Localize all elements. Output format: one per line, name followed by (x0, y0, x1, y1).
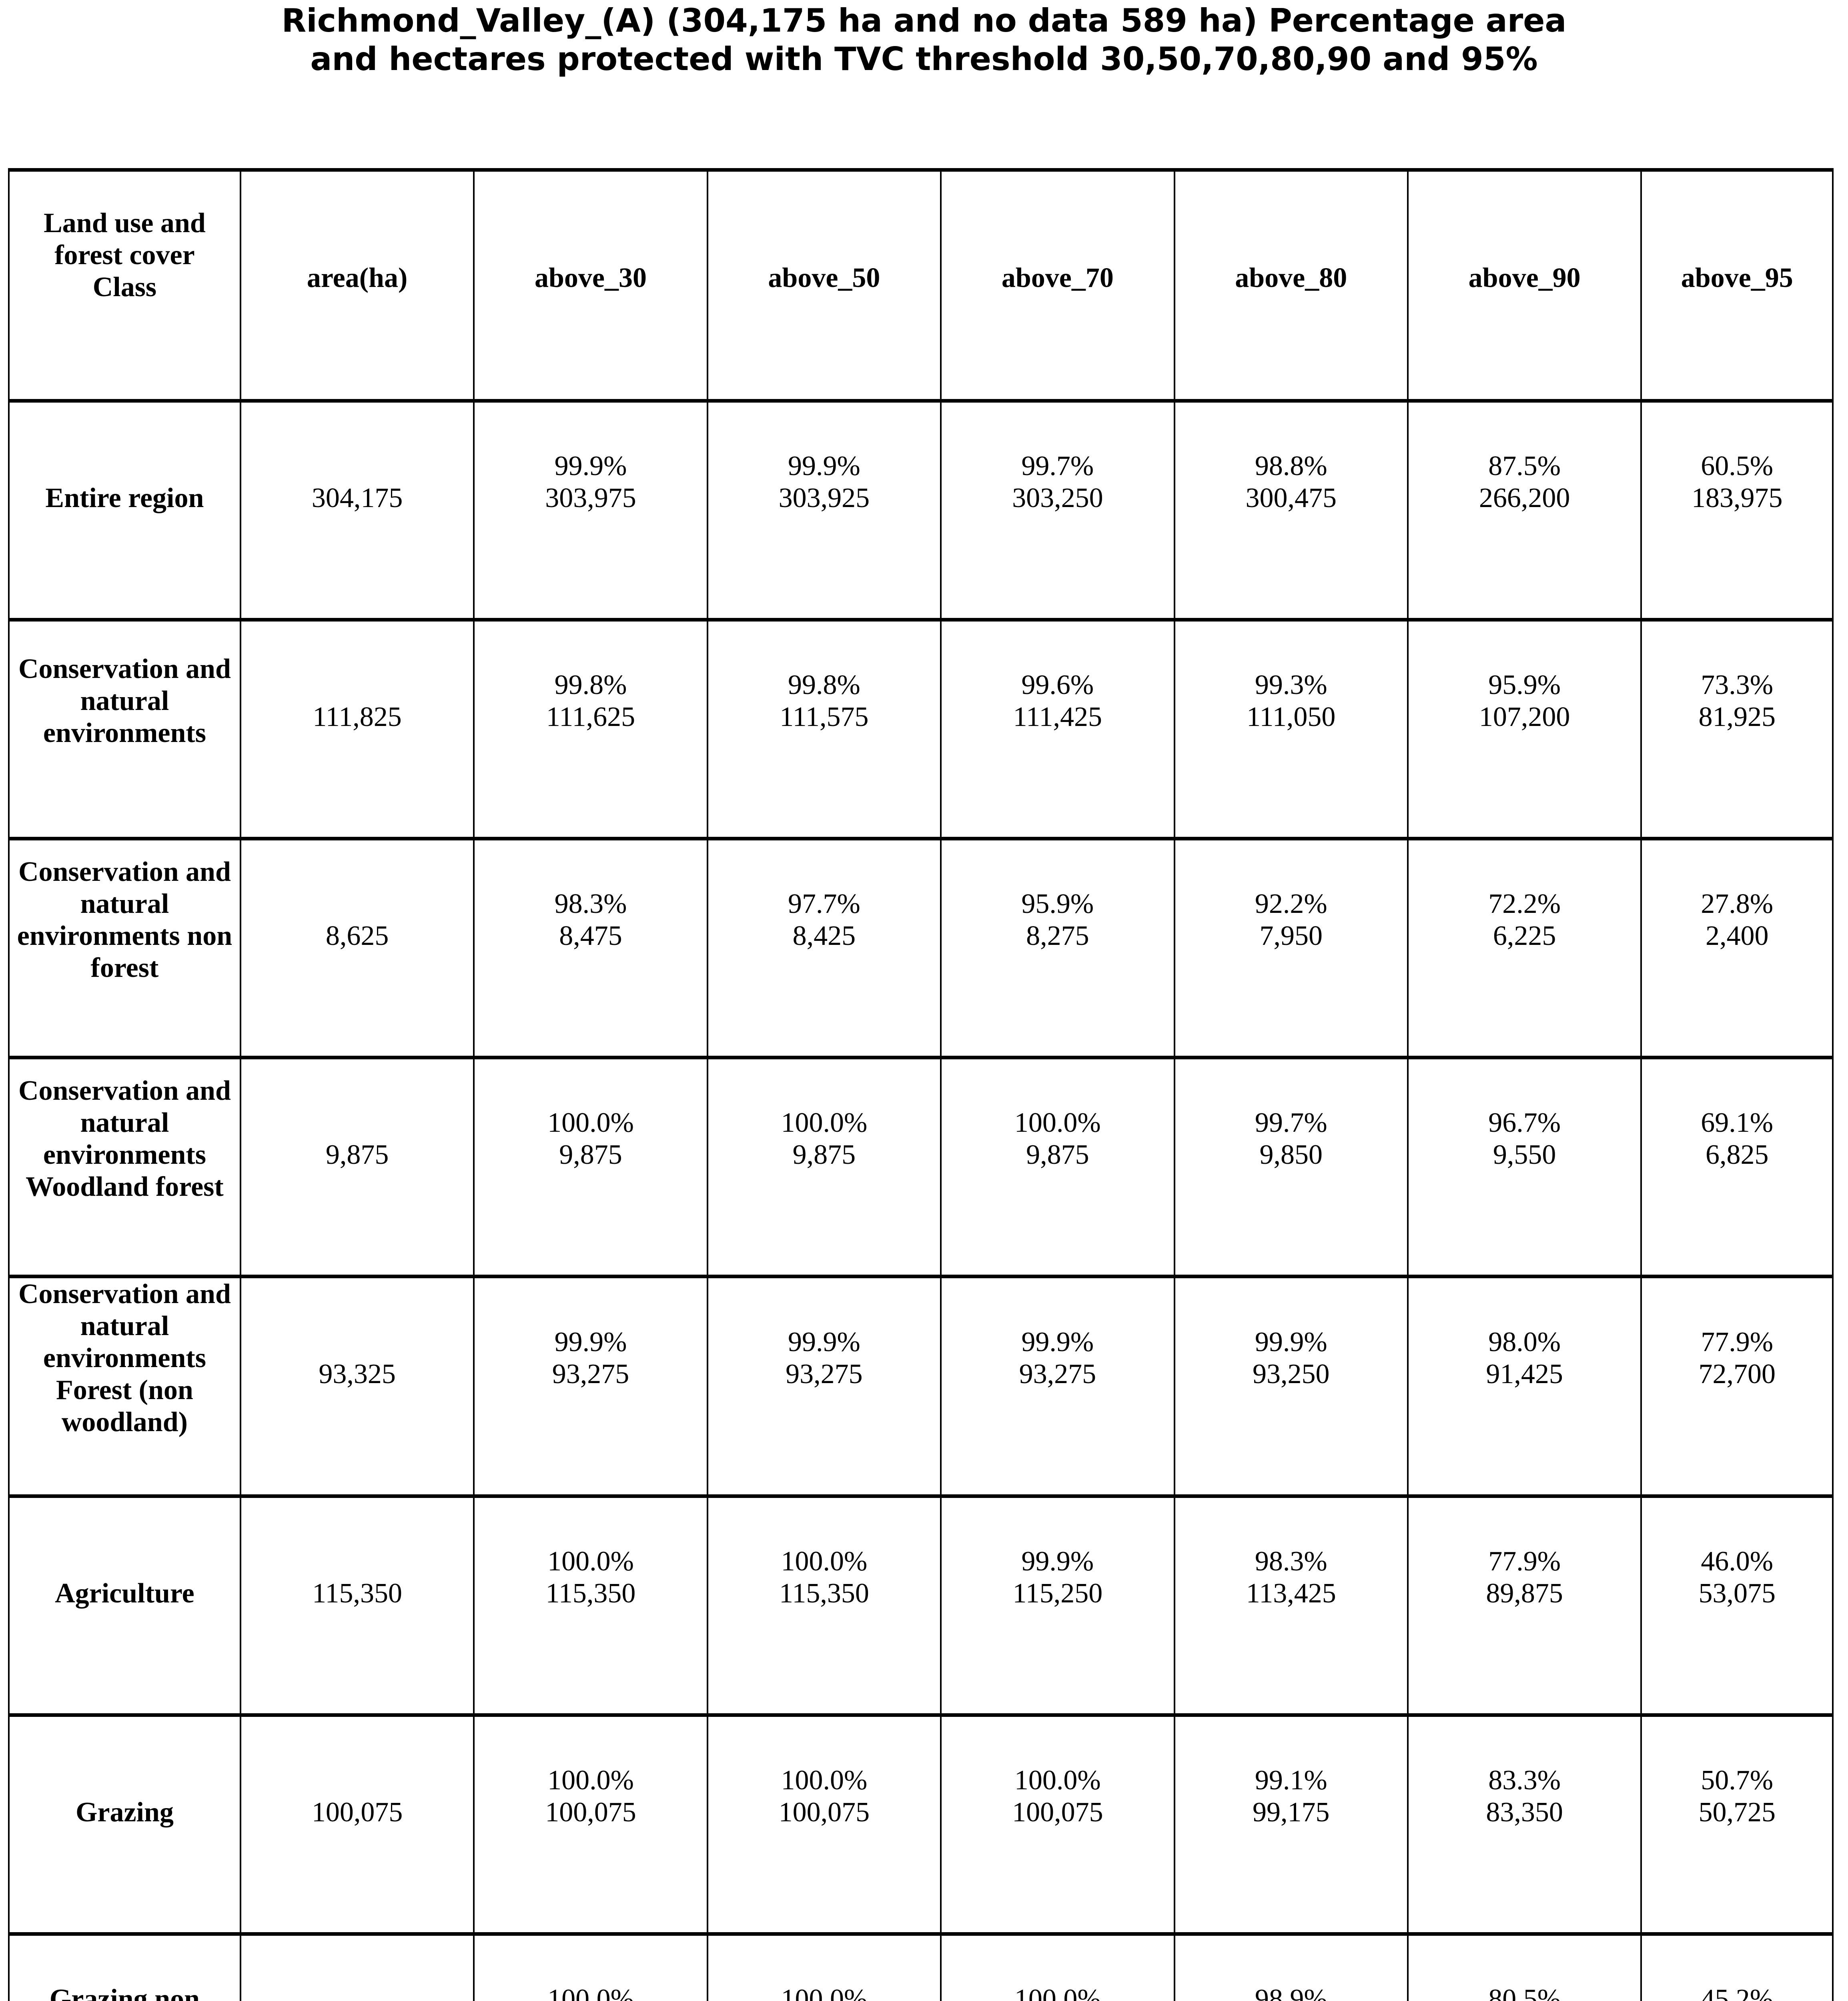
value-cell: 99.8% 111,625 (473, 618, 708, 840)
value-cell: 99.7% 303,250 (940, 399, 1175, 622)
value-cell: 100.0% 100,075 (473, 1713, 708, 1936)
header-cell: Land use and forest cover Class (8, 168, 241, 403)
value-cell: 100.0% 100,075 (706, 1713, 942, 1936)
row-label-cell: Entire region (8, 399, 241, 622)
value-cell: 50.7% 50,725 (1640, 1713, 1834, 1936)
value-cell: 80.5%67,975 (1407, 1932, 1642, 2001)
value-cell: 99.9% 303,925 (706, 399, 942, 622)
value-cell: 99.9% 303,975 (473, 399, 708, 622)
value-cell: 99.7% 9,850 (1173, 1056, 1409, 1278)
value-cell: 99.1% 99,175 (1173, 1713, 1409, 1936)
value-cell: 100.0% 9,875 (706, 1056, 942, 1278)
value-cell: 46.0% 53,075 (1640, 1494, 1834, 1717)
value-cell: 100.0% 115,350 (473, 1494, 708, 1717)
table-row: Conservation and natural environments Fores… (8, 1275, 1834, 1498)
header-cell: above_30 (473, 168, 708, 403)
page-title-line1: Richmond_Valley_(A) (304,175 ha and no d… (281, 2, 1567, 39)
value-cell: 100.0% 9,875 (940, 1056, 1175, 1278)
row-label-cell: Grazing (8, 1713, 241, 1936)
value-cell: 99.3% 111,050 (1173, 618, 1409, 840)
value-cell: 97.7% 8,425 (706, 837, 942, 1059)
header-cell: above_95 (1640, 168, 1834, 403)
summary-table-body: Land use and forest cover Class area(ha) abo… (8, 168, 1834, 2001)
value-cell: 69.1% 6,825 (1640, 1056, 1834, 1278)
value-cell: 100.0%84,425 (940, 1932, 1175, 2001)
value-cell: 100.0% 9,875 (473, 1056, 708, 1278)
page-title: Richmond_Valley_(A) (304,175 ha and no d… (0, 2, 1848, 78)
value-cell: 100.0% 115,350 (706, 1494, 942, 1717)
area-cell: 115,350 (239, 1494, 475, 1717)
value-cell: 99.9% 93,275 (706, 1275, 942, 1498)
value-cell: 45.2%38,125 (1640, 1932, 1834, 2001)
value-cell: 99.6% 111,425 (940, 618, 1175, 840)
area-cell: 111,825 (239, 618, 475, 840)
area-cell: 304,175 (239, 399, 475, 622)
header-cell: above_50 (706, 168, 942, 403)
page-title-line2: and hectares protected with TVC threshol… (310, 40, 1538, 78)
value-cell: 73.3% 81,925 (1640, 618, 1834, 840)
header-cell: above_90 (1407, 168, 1642, 403)
table-row: Entire region 304,175 99.9% 303,975 99.9% 30… (8, 399, 1834, 622)
row-label-cell: Conservation and natural environments Woodl… (8, 1056, 241, 1278)
table-row: Conservation and natural environments 111,… (8, 618, 1834, 840)
value-cell: 99.9% 93,275 (940, 1275, 1175, 1498)
value-cell: 99.9% 93,250 (1173, 1275, 1409, 1498)
value-cell: 92.2% 7,950 (1173, 837, 1409, 1059)
value-cell: 100.0%84,425 (473, 1932, 708, 2001)
value-cell: 99.8% 111,575 (706, 618, 942, 840)
value-cell: 27.8% 2,400 (1640, 837, 1834, 1059)
area-cell: 100,075 (239, 1713, 475, 1936)
area-cell: 93,325 (239, 1275, 475, 1498)
value-cell: 60.5% 183,975 (1640, 399, 1834, 622)
value-cell: 98.3% 113,425 (1173, 1494, 1409, 1717)
row-label-cell: Conservation and natural environments (8, 618, 241, 840)
area-cell: 8,625 (239, 837, 475, 1059)
value-cell: 99.9% 115,250 (940, 1494, 1175, 1717)
value-cell: 99.9% 93,275 (473, 1275, 708, 1498)
header-cell: area(ha) (239, 168, 475, 403)
value-cell: 98.0% 91,425 (1407, 1275, 1642, 1498)
value-cell: 77.9% 72,700 (1640, 1275, 1834, 1498)
value-cell: 98.9%83,525 (1173, 1932, 1409, 2001)
value-cell: 100.0% 100,075 (940, 1713, 1175, 1936)
row-label-cell: Conservation and natural environments non f… (8, 837, 241, 1059)
value-cell: 95.9% 107,200 (1407, 618, 1642, 840)
value-cell: 87.5% 266,200 (1407, 399, 1642, 622)
table-row: Agriculture 115,350 100.0% 115,350 100.0% 11… (8, 1494, 1834, 1717)
table-row: Grazing 100,075 100.0% 100,075 100.0% 100,07… (8, 1713, 1834, 1936)
value-cell: 100.0%84,425 (706, 1932, 942, 2001)
value-cell: 96.7% 9,550 (1407, 1056, 1642, 1278)
area-cell: 84,425 (239, 1932, 475, 2001)
value-cell: 77.9% 89,875 (1407, 1494, 1642, 1717)
value-cell: 83.3% 83,350 (1407, 1713, 1642, 1936)
value-cell: 72.2% 6,225 (1407, 837, 1642, 1059)
header-cell: above_80 (1173, 168, 1409, 403)
value-cell: 98.3% 8,475 (473, 837, 708, 1059)
row-label-cell: Conservation and natural environments Fores… (8, 1275, 241, 1498)
summary-table: Land use and forest cover Class area(ha) abo… (8, 168, 1834, 2001)
header-cell: above_70 (940, 168, 1175, 403)
value-cell: 98.8% 300,475 (1173, 399, 1409, 622)
table-row: Conservation and natural environments non f… (8, 837, 1834, 1059)
value-cell: 95.9% 8,275 (940, 837, 1175, 1059)
area-cell: 9,875 (239, 1056, 475, 1278)
table-row: Conservation and natural environments Woodl… (8, 1056, 1834, 1278)
row-label-cell: Agriculture (8, 1494, 241, 1717)
